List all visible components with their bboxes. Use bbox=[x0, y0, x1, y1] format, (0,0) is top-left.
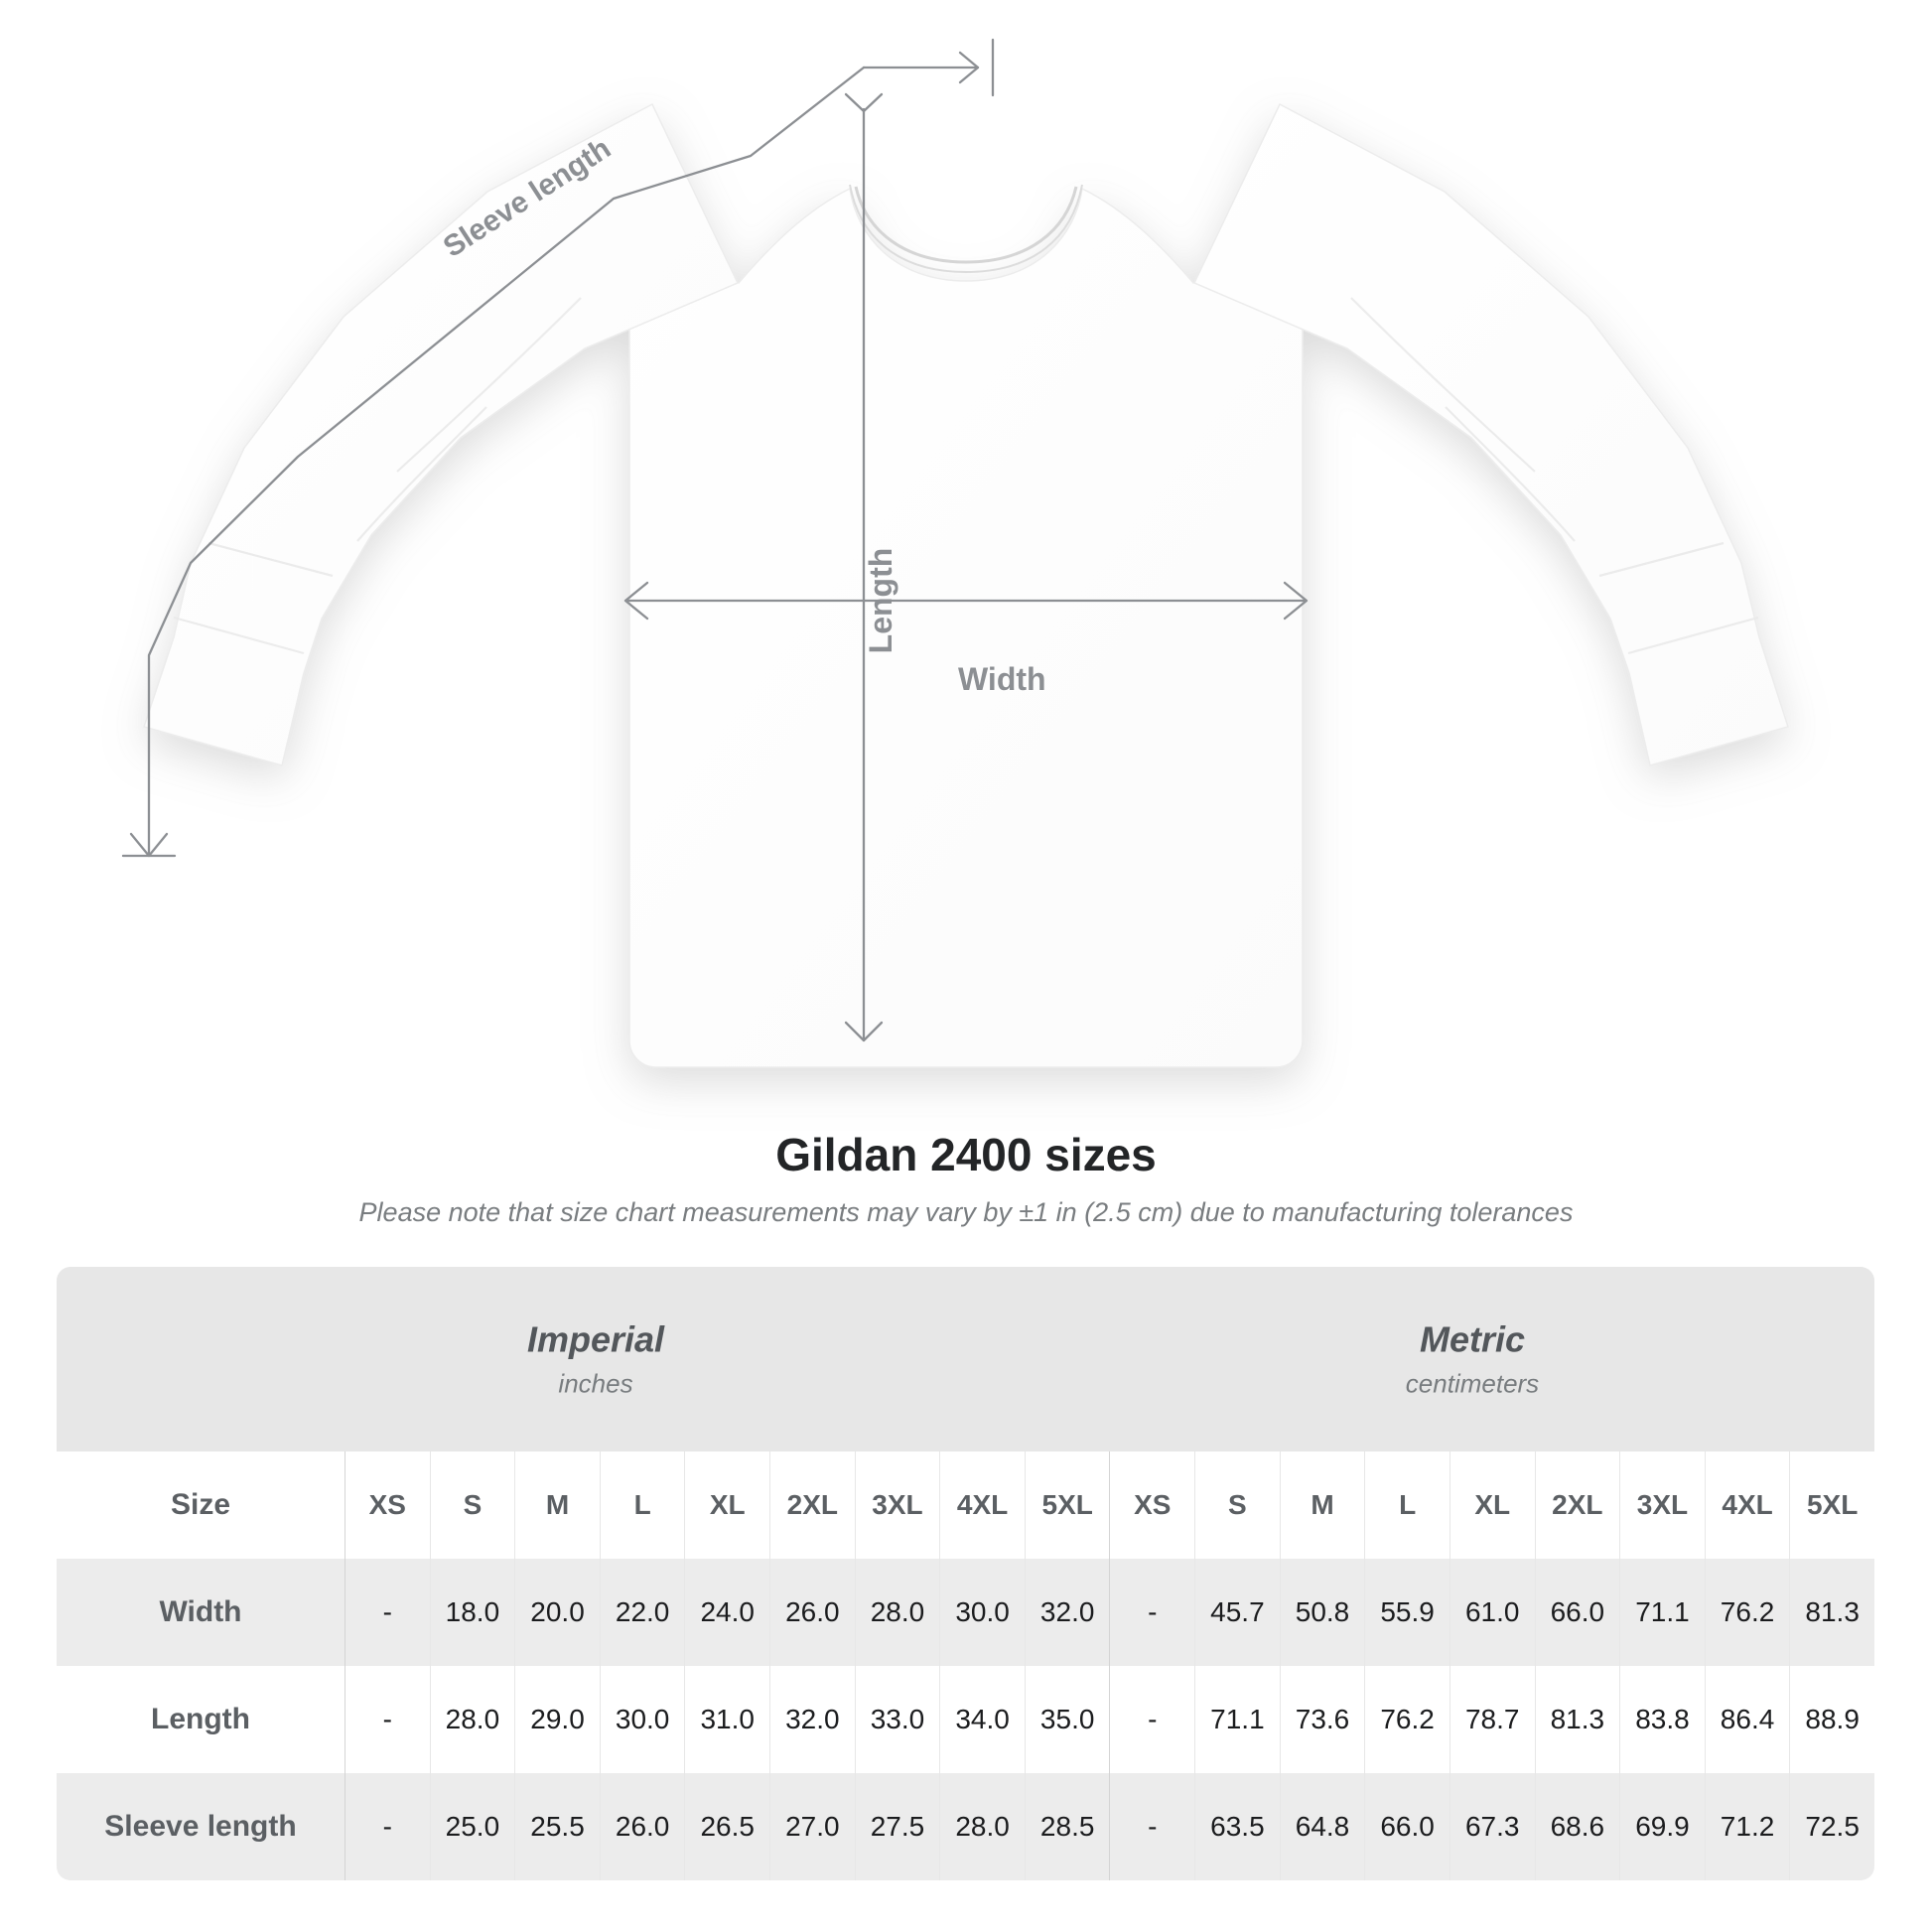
svg-text:Length: Length bbox=[863, 548, 898, 654]
svg-text:Width: Width bbox=[958, 661, 1046, 697]
